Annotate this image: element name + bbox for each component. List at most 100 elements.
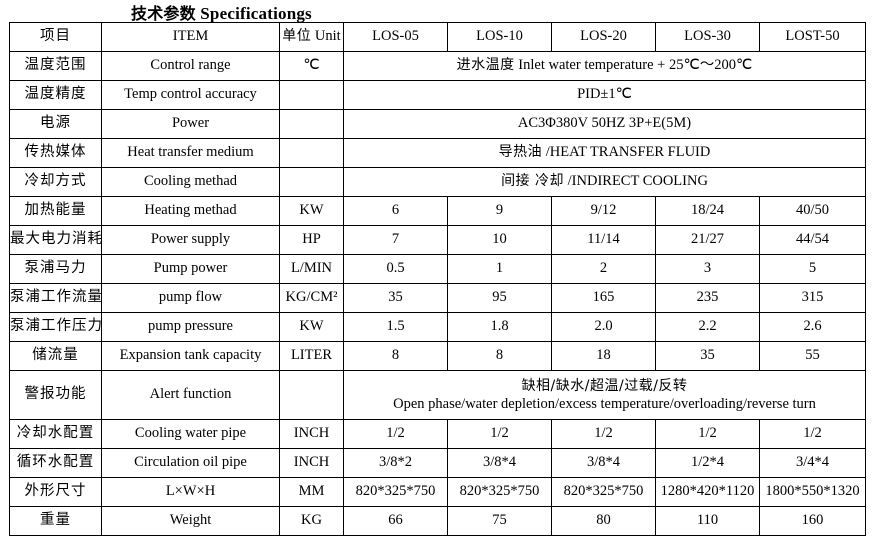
row-value-2: 820*325*750	[447, 477, 552, 507]
row-span-value: 导热油 /HEAT TRANSFER FLUID	[343, 138, 866, 168]
row-value-2: 95	[447, 283, 552, 313]
row-value-3: 11/14	[551, 225, 656, 255]
row-unit	[279, 80, 344, 110]
row-label-zh: 电源	[9, 109, 102, 139]
table-row: 泵浦马力 Pump power L/MIN 0.5 1 2 3 5	[9, 254, 866, 284]
row-value-4: 1/2*4	[655, 448, 760, 478]
row-value-4: 1/2	[655, 419, 760, 449]
row-label-en: Pump power	[101, 254, 280, 284]
table-row: 温度精度 Temp control accuracy PID±1℃	[9, 80, 866, 110]
row-value-4: 3	[655, 254, 760, 284]
row-label-en: Expansion tank capacity	[101, 341, 280, 371]
row-value-2: 3/8*4	[447, 448, 552, 478]
row-value-5: 44/54	[759, 225, 866, 255]
table-row: 冷却方式 Cooling methad 间接 冷却 /INDIRECT COOLIN…	[9, 167, 866, 197]
row-label-en: Control range	[101, 51, 280, 81]
page-title: 技术参数 Specificationgs	[131, 0, 312, 24]
row-unit: MM	[279, 477, 344, 507]
row-value-3: 2.0	[551, 312, 656, 342]
row-value-5: 5	[759, 254, 866, 284]
row-span-value: 进水温度 Inlet water temperature + 25℃～200℃	[343, 51, 866, 81]
row-span-value: 间接 冷却 /INDIRECT COOLING	[343, 167, 866, 197]
table-row: 外形尺寸 L×W×H MM 820*325*750 820*325*750 820*325…	[9, 477, 866, 507]
row-value-3: 18	[551, 341, 656, 371]
row-value-1: 7	[343, 225, 448, 255]
row-unit: ℃	[279, 51, 344, 81]
header-unit: 单位 Unit	[279, 22, 344, 52]
row-label-en: Power	[101, 109, 280, 139]
row-unit	[279, 109, 344, 139]
page-title-en: Specificationgs	[200, 4, 312, 23]
row-value-4: 35	[655, 341, 760, 371]
header-model-3: LOS-20	[551, 22, 656, 52]
table-header-row: 项目 ITEM 单位 Unit LOS-05 LOS-10 LOS-20 LOS-30 LOS…	[9, 22, 866, 52]
row-unit: INCH	[279, 419, 344, 449]
row-value-2: 10	[447, 225, 552, 255]
row-label-en: L×W×H	[101, 477, 280, 507]
row-value-1: 6	[343, 196, 448, 226]
row-unit: KG/CM²	[279, 283, 344, 313]
row-value-2: 1	[447, 254, 552, 284]
row-value-5: 55	[759, 341, 866, 371]
row-value-1: 820*325*750	[343, 477, 448, 507]
row-unit	[279, 138, 344, 168]
row-value-5: 1/2	[759, 419, 866, 449]
header-model-4: LOS-30	[655, 22, 760, 52]
table-row: 温度范围 Control range ℃ 进水温度 Inlet water tempe…	[9, 51, 866, 81]
specifications-table: 项目 ITEM 单位 Unit LOS-05 LOS-10 LOS-20 LOS-30 LOS…	[9, 22, 866, 536]
row-label-zh: 警报功能	[9, 370, 102, 420]
row-label-en: Power supply	[101, 225, 280, 255]
row-label-en: Alert function	[101, 370, 280, 420]
row-label-zh: 循环水配置	[9, 448, 102, 478]
row-value-1: 66	[343, 506, 448, 536]
table-row: 泵浦工作压力 pump pressure KW 1.5 1.8 2.0 2.2 2.6	[9, 312, 866, 342]
row-value-3: 3/8*4	[551, 448, 656, 478]
header-item-en: ITEM	[101, 22, 280, 52]
row-label-zh: 传热媒体	[9, 138, 102, 168]
row-label-en: Weight	[101, 506, 280, 536]
table-row: 泵浦工作流量 pump flow KG/CM² 35 95 165 235 315	[9, 283, 866, 313]
row-label-en: pump pressure	[101, 312, 280, 342]
row-unit: KG	[279, 506, 344, 536]
row-label-zh: 泵浦马力	[9, 254, 102, 284]
table-row: 储流量 Expansion tank capacity LITER 8 8 18 35 55	[9, 341, 866, 371]
header-model-2: LOS-10	[447, 22, 552, 52]
row-value-4: 1280*420*1120	[655, 477, 760, 507]
table-row: 重量 Weight KG 66 75 80 110 160	[9, 506, 866, 536]
row-label-zh: 冷却方式	[9, 167, 102, 197]
row-value-5: 1800*550*1320	[759, 477, 866, 507]
table-body: 项目 ITEM 单位 Unit LOS-05 LOS-10 LOS-20 LOS-30 LOS…	[9, 22, 866, 536]
row-label-zh: 温度范围	[9, 51, 102, 81]
row-label-en: Circulation oil pipe	[101, 448, 280, 478]
row-value-1: 35	[343, 283, 448, 313]
row-label-en: Heating methad	[101, 196, 280, 226]
row-label-en: Cooling water pipe	[101, 419, 280, 449]
row-value-4: 21/27	[655, 225, 760, 255]
row-value-5: 40/50	[759, 196, 866, 226]
row-value-5: 315	[759, 283, 866, 313]
row-value-3: 165	[551, 283, 656, 313]
row-label-zh: 加热能量	[9, 196, 102, 226]
row-unit: KW	[279, 196, 344, 226]
header-item-zh: 项目	[9, 22, 102, 52]
row-label-zh: 储流量	[9, 341, 102, 371]
row-unit: INCH	[279, 448, 344, 478]
header-model-5: LOST-50	[759, 22, 866, 52]
row-label-zh: 重量	[9, 506, 102, 536]
table-row: 循环水配置 Circulation oil pipe INCH 3/8*2 3/8*4 3…	[9, 448, 866, 478]
row-value-1: 1.5	[343, 312, 448, 342]
row-value-2: 1/2	[447, 419, 552, 449]
row-value-4: 235	[655, 283, 760, 313]
row-value-1: 1/2	[343, 419, 448, 449]
row-value-2: 9	[447, 196, 552, 226]
row-value-3: 9/12	[551, 196, 656, 226]
row-span-value: 缺相/缺水/超温/过载/反转 Open phase/water depletion…	[343, 370, 866, 420]
row-value-2: 1.8	[447, 312, 552, 342]
row-unit: L/MIN	[279, 254, 344, 284]
spec-sheet: 技术参数 Specificationgs 项目 ITEM 单位 Unit LOS-05…	[9, 0, 866, 536]
table-row: 冷却水配置 Cooling water pipe INCH 1/2 1/2 1/2 1/2 1…	[9, 419, 866, 449]
row-value-5: 3/4*4	[759, 448, 866, 478]
row-label-en: Temp control accuracy	[101, 80, 280, 110]
row-value-3: 2	[551, 254, 656, 284]
row-value-4: 110	[655, 506, 760, 536]
